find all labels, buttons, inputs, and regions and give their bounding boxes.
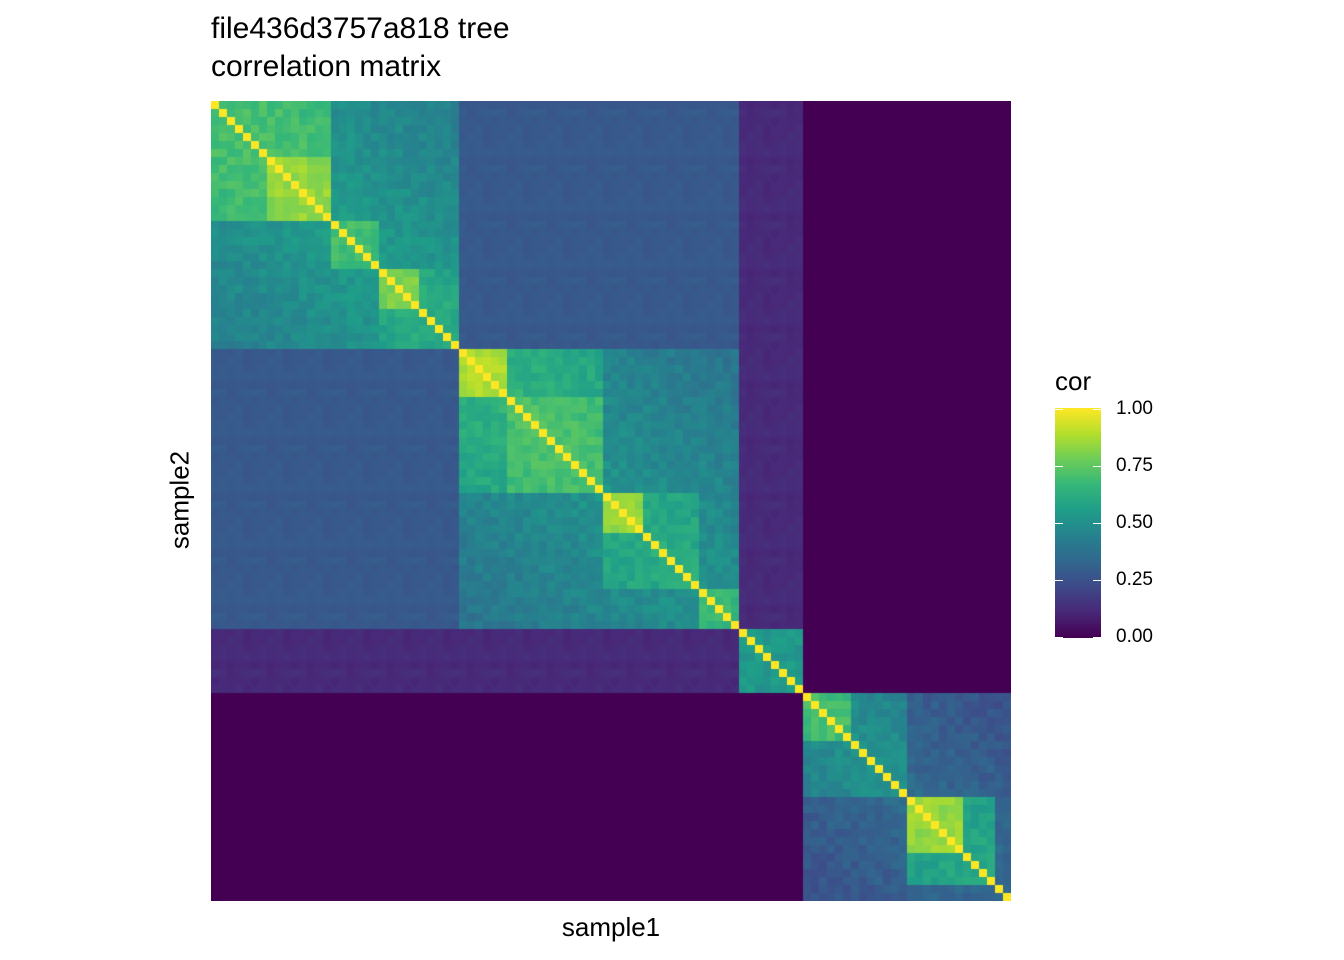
x-axis-title: sample1: [561, 912, 661, 942]
legend-tick-mark: [1093, 466, 1101, 467]
legend-tick-label: 0.00: [1116, 626, 1153, 647]
legend-tick-mark: [1055, 466, 1063, 467]
legend-tick-mark: [1093, 409, 1101, 410]
legend-tick-mark: [1055, 523, 1063, 524]
legend-tick-label: 0.75: [1116, 455, 1153, 476]
y-axis-title: sample2: [164, 450, 195, 550]
legend-tick-label: 0.50: [1116, 512, 1153, 533]
legend-tick-label: 0.25: [1116, 569, 1153, 590]
legend-tick-mark: [1093, 523, 1101, 524]
legend-tick-mark: [1093, 580, 1101, 581]
legend-tick-mark: [1055, 580, 1063, 581]
heatmap-plot-area: [211, 101, 1011, 901]
legend-tick-label: 1.00: [1116, 398, 1153, 419]
legend-tick-mark: [1055, 637, 1063, 638]
legend-tick-mark: [1055, 409, 1063, 410]
legend-tick-mark: [1093, 637, 1101, 638]
chart-title-line1: file436d3757a818 tree: [211, 12, 510, 45]
legend-title: cor: [1055, 366, 1092, 396]
chart-title-line2: correlation matrix: [211, 50, 442, 83]
